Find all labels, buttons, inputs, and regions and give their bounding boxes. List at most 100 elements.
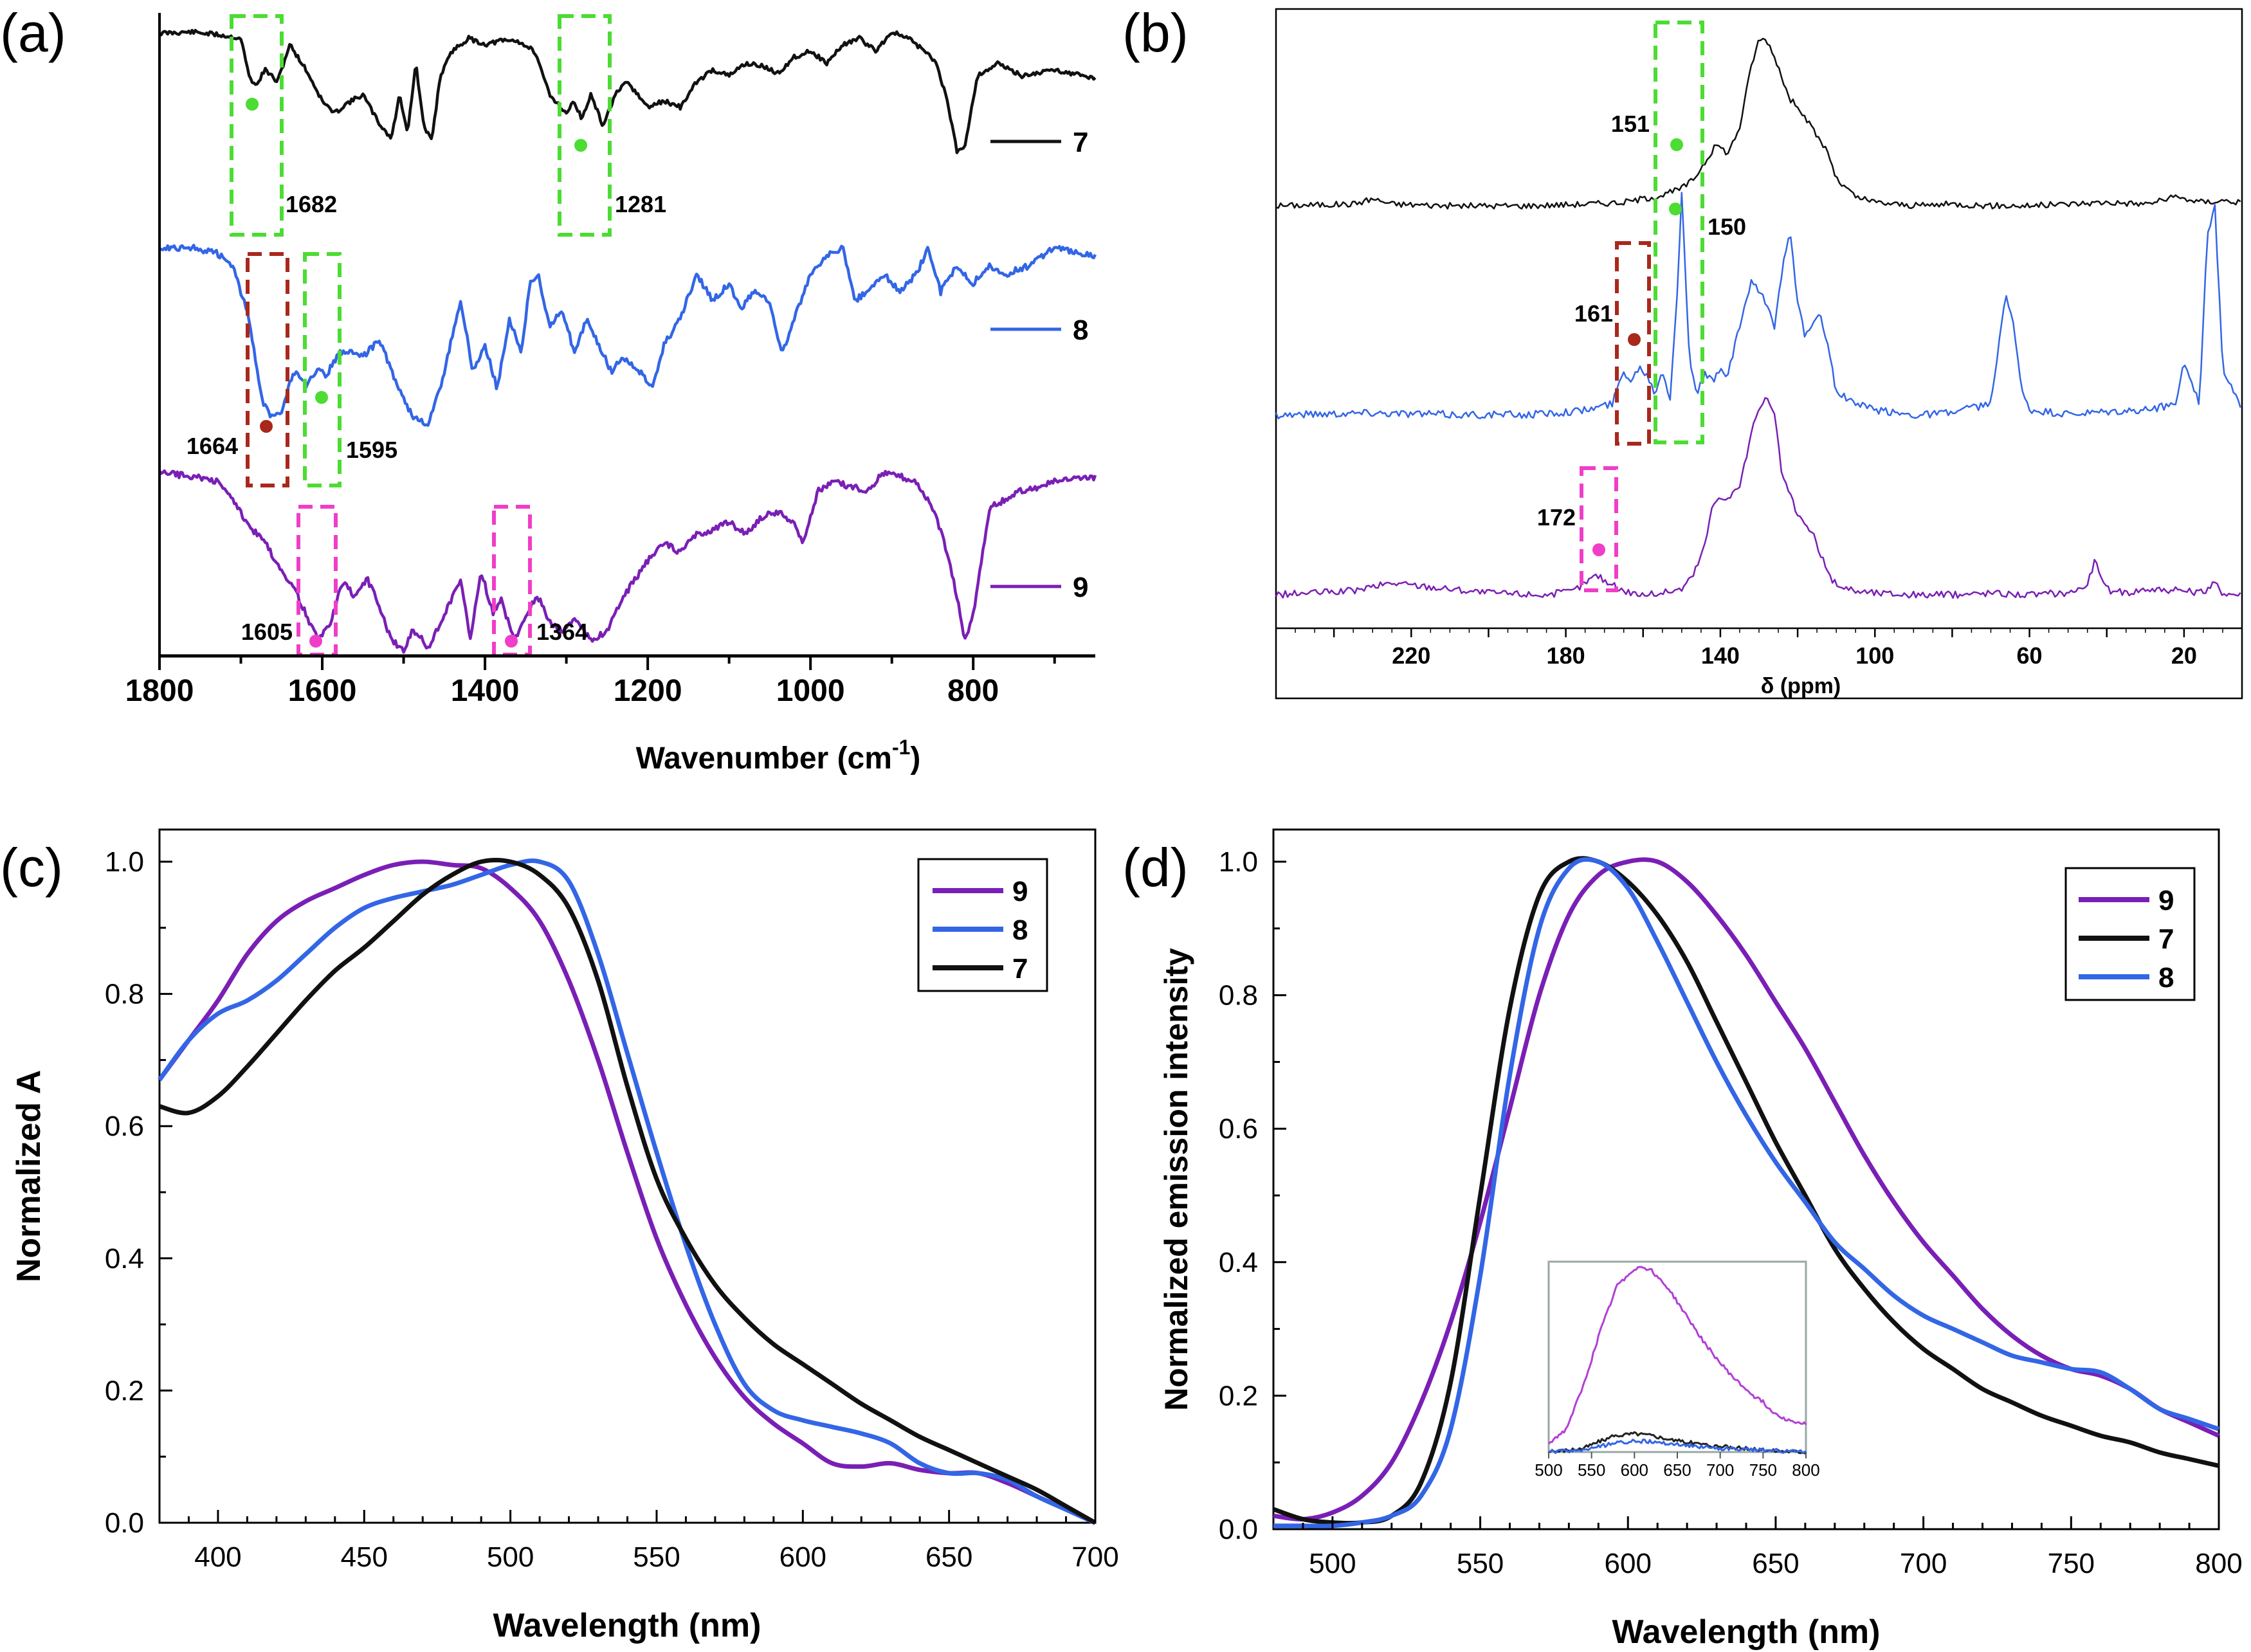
- y-tick-label-0.2: 0.2: [1219, 1380, 1258, 1411]
- series-7-line: [159, 857, 1097, 1525]
- panel-d-xlabel: Wavelength (nm): [1612, 1613, 1881, 1651]
- x-tick-label-550: 550: [633, 1541, 680, 1573]
- inset-x-tick-label-550: 550: [1578, 1460, 1605, 1480]
- y-tick-label-0.8: 0.8: [1219, 980, 1258, 1012]
- legend-label-9: 9: [2158, 885, 2174, 916]
- inset-x-tick-label-500: 500: [1535, 1460, 1562, 1480]
- panel-d: (d) 500 550 600 650 700 750 800 0.0 0.2 0.4 0.6 0.8…: [1122, 828, 2243, 1651]
- x-tick-label-20: 20: [2171, 642, 2197, 669]
- x-tick-label-550: 550: [1457, 1548, 1504, 1579]
- panel-a-series: [158, 28, 1097, 654]
- annotation-label-1364: 1364: [536, 619, 588, 645]
- annotation-dot-1281: [574, 139, 587, 152]
- panel-c: (c) 400 450 500 550 600 650 700 0.0 0.2 0.4 0.6 0.8…: [0, 828, 1119, 1644]
- panel-b: (b) 151 150 161 172 220 180 140 100 60 20 δ (ppm…: [1122, 3, 2243, 700]
- panel-d-ylabel: Normalized emission intensity: [1158, 948, 1194, 1411]
- x-tick-label-500: 500: [487, 1541, 534, 1573]
- annotation-dot-1664: [260, 420, 273, 433]
- panel-b-axes: 220 180 140 100 60 20: [1276, 627, 2243, 669]
- inset-series-8-line: [1548, 1439, 1807, 1455]
- panel-b-frame: [1275, 8, 2243, 700]
- series-9-line: [1273, 857, 2220, 1521]
- inset-x-tick-label-700: 700: [1706, 1460, 1734, 1480]
- inset-x-tick-label-800: 800: [1792, 1460, 1819, 1480]
- x-tick-label-1000: 1000: [776, 674, 845, 708]
- x-tick-label-800: 800: [947, 674, 999, 708]
- series-9-line: [158, 859, 1097, 1525]
- annotation-box-1281: [558, 14, 612, 237]
- y-tick-label-1.0: 1.0: [105, 846, 144, 878]
- series-9-line: [1275, 397, 2241, 599]
- inset-frame: [1547, 1260, 1807, 1453]
- x-tick-label-180: 180: [1547, 642, 1585, 669]
- annotation-dot-172: [1592, 543, 1605, 556]
- panel-d-legend: 9 7 8: [2064, 867, 2196, 1001]
- panel-d-series: [1272, 856, 2220, 1529]
- panel-a-annotations: 1682 1281 1664 1595 1605 1364: [187, 14, 666, 657]
- legend-label-7: 7: [1073, 127, 1088, 158]
- x-tick-label-60: 60: [2017, 642, 2043, 669]
- legend-label-8: 8: [1073, 314, 1088, 346]
- annotation-dot-1682: [246, 98, 259, 111]
- x-tick-label-750: 750: [2048, 1548, 2095, 1579]
- panel-a-xlabel-main: Wavenumber (cm: [636, 741, 892, 776]
- legend-label-9: 9: [1073, 572, 1088, 603]
- x-tick-label-220: 220: [1392, 642, 1430, 669]
- annotation-dot-1605: [309, 635, 322, 648]
- panel-c-series: [158, 857, 1097, 1525]
- panel-b-series: [1275, 37, 2241, 599]
- inset-series-9-line: [1547, 1266, 1807, 1445]
- series-7-line: [158, 28, 1097, 154]
- y-tick-label-0.4: 0.4: [1219, 1247, 1258, 1278]
- inset-x-tick-label-600: 600: [1621, 1460, 1648, 1480]
- annotation-box-1682: [230, 14, 284, 237]
- legend-label-9: 9: [1012, 876, 1028, 907]
- annotation-box-1595: [303, 252, 342, 487]
- x-tick-label-450: 450: [341, 1541, 388, 1573]
- annotation-label-1682: 1682: [286, 191, 337, 217]
- x-tick-label-400: 400: [194, 1541, 241, 1573]
- annotation-box-161: [1615, 241, 1651, 446]
- panel-b-annotations: 151 150 161 172: [1537, 21, 1746, 592]
- series-7-line: [1275, 37, 2241, 210]
- panel-b-xlabel: δ (ppm): [1761, 674, 1841, 698]
- y-tick-label-0.4: 0.4: [105, 1243, 144, 1275]
- annotation-box-151: [1654, 21, 1704, 444]
- panel-a-xlabel-close: ): [910, 741, 920, 776]
- y-tick-label-1.0: 1.0: [1219, 846, 1258, 878]
- legend-label-7: 7: [1012, 953, 1028, 985]
- x-tick-label-650: 650: [1752, 1548, 1799, 1579]
- legend-label-8: 8: [1012, 914, 1028, 946]
- y-tick-label-0.2: 0.2: [105, 1375, 144, 1406]
- panel-c-xlabel: Wavelength (nm): [493, 1607, 761, 1644]
- panel-c-axes: 400 450 500 550 600 650 700 0.0 0.2 0.4 0.6 0.8 1.0: [105, 846, 1119, 1573]
- legend-label-8: 8: [2158, 962, 2174, 994]
- series-8-line: [158, 244, 1097, 427]
- x-tick-label-1400: 1400: [451, 674, 520, 708]
- y-tick-label-0.8: 0.8: [105, 979, 144, 1010]
- y-tick-label-0.0: 0.0: [1219, 1514, 1258, 1545]
- inset-x-tick-label-650: 650: [1663, 1460, 1691, 1480]
- x-tick-label-650: 650: [925, 1541, 972, 1573]
- series-8-line: [158, 858, 1097, 1525]
- series-8-line: [1273, 857, 2220, 1529]
- panel-c-label: (c): [0, 837, 63, 898]
- legend-box: [2064, 867, 2196, 1001]
- panel-c-ylabel: Normalized A: [10, 1070, 48, 1282]
- panel-a-axes: 1800 1600 1400 1200 1000 800: [125, 13, 1095, 708]
- x-tick-label-600: 600: [779, 1541, 826, 1573]
- panel-c-legend: 9 8 7: [917, 858, 1048, 992]
- annotation-label-1664: 1664: [187, 433, 238, 459]
- x-tick-label-700: 700: [1071, 1541, 1118, 1573]
- y-tick-label-0.0: 0.0: [105, 1507, 144, 1539]
- panel-d-axes: 500 550 600 650 700 750 800 0.0 0.2 0.4 0.6 0.8 1.0: [1219, 846, 2243, 1579]
- annotation-dot-1595: [315, 391, 328, 404]
- annotation-dot-150: [1669, 203, 1682, 215]
- series-9-line: [158, 469, 1097, 654]
- x-tick-label-1800: 1800: [125, 674, 194, 708]
- annotation-label-151: 151: [1611, 111, 1650, 137]
- annotation-label-150: 150: [1708, 213, 1746, 240]
- annotation-label-161: 161: [1574, 300, 1613, 327]
